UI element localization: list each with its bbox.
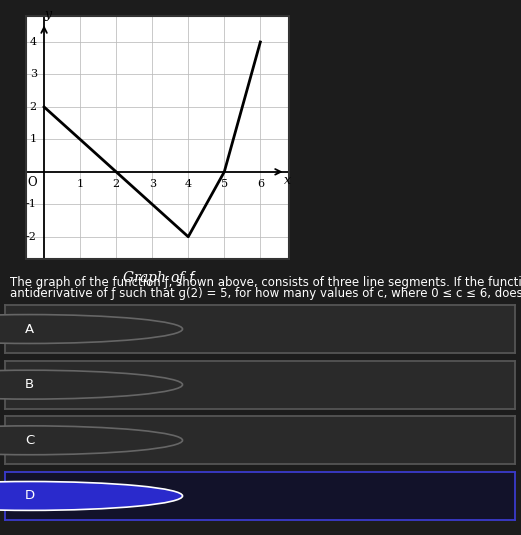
Text: antiderivative of ƒ such that ɡ(2) = 5, for how many values of c, where 0 ≤ c ≤ : antiderivative of ƒ such that ɡ(2) = 5, … [10,287,521,300]
Circle shape [0,315,182,343]
Text: y: y [45,8,52,21]
Text: 3: 3 [148,179,156,189]
Text: 1: 1 [30,134,37,144]
Text: zero: zero [64,322,94,336]
Text: 3: 3 [30,70,37,80]
Text: C: C [25,434,34,447]
Circle shape [0,482,182,510]
Text: B: B [25,378,34,391]
Text: 6: 6 [257,179,264,189]
Text: -2: -2 [26,232,37,242]
Text: The graph of the function ƒ, shown above, consists of three line segments. If th: The graph of the function ƒ, shown above… [10,276,521,288]
Text: two: two [64,433,89,447]
Text: one: one [64,378,90,392]
Text: Graph of $f$: Graph of $f$ [121,269,196,287]
Text: O: O [28,175,38,189]
Text: three: three [64,489,101,503]
Text: x: x [284,174,291,187]
Text: A: A [25,323,34,335]
Text: 2: 2 [30,102,37,112]
Text: 4: 4 [184,179,192,189]
Text: 5: 5 [221,179,228,189]
Circle shape [0,426,182,455]
Circle shape [0,370,182,399]
Text: 1: 1 [77,179,84,189]
Text: D: D [24,490,35,502]
Text: 2: 2 [113,179,120,189]
Text: 4: 4 [30,37,37,47]
Text: -1: -1 [26,200,37,209]
